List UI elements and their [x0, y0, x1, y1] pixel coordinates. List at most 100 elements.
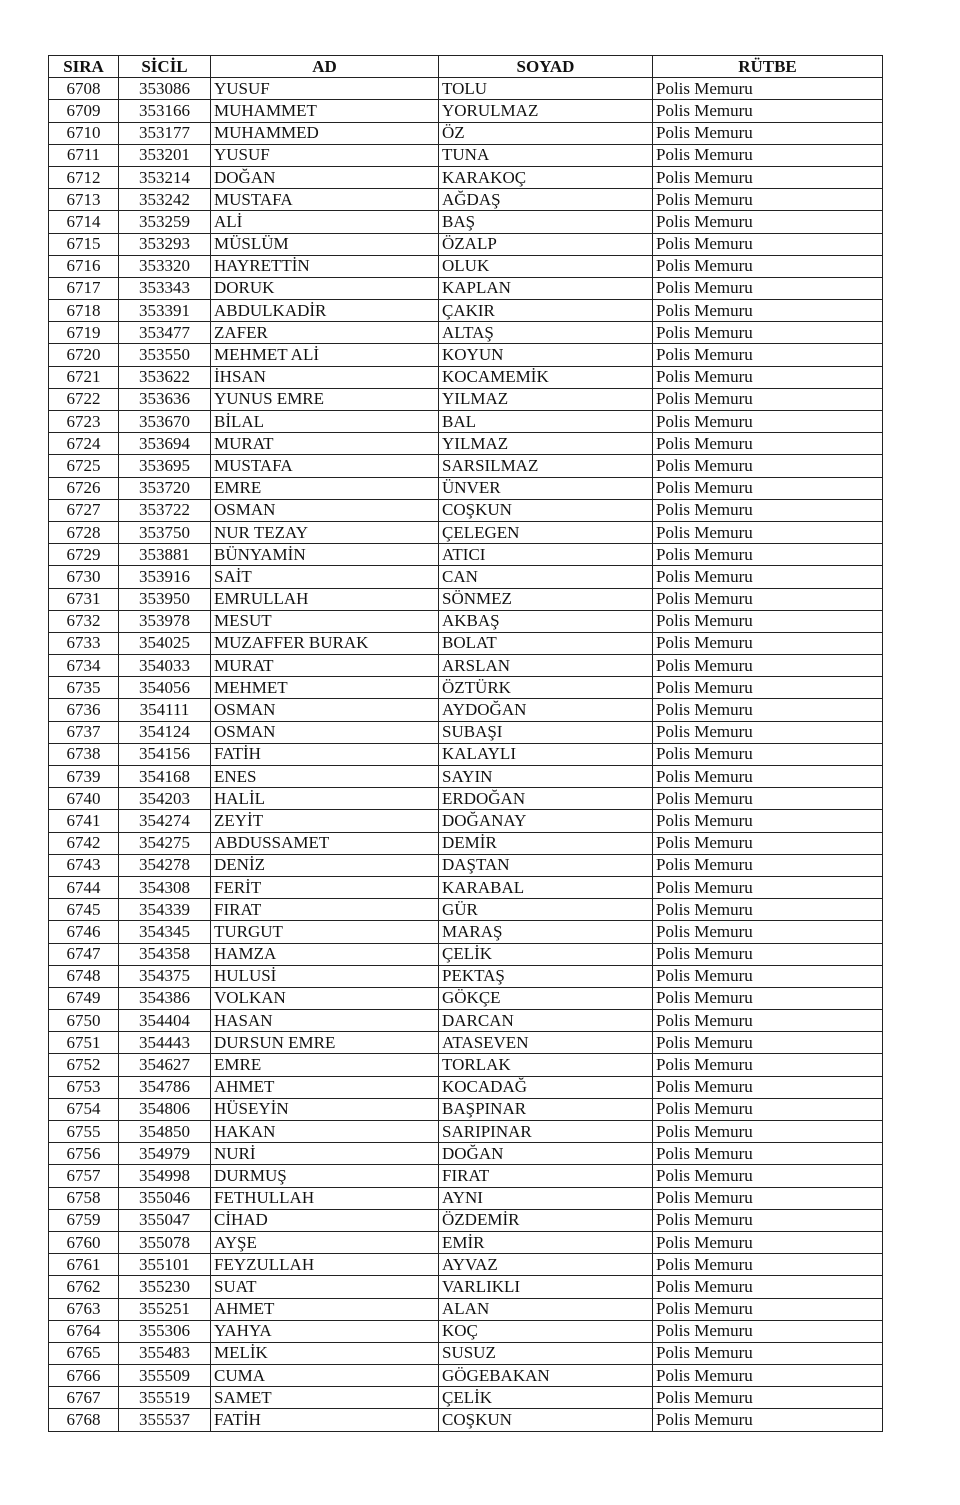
cell-rutbe: Polis Memuru: [652, 99, 883, 123]
cell-soyad: DAŞTAN: [438, 853, 653, 877]
cell-ad: HAYRETTİN: [210, 254, 439, 278]
cell-rutbe: Polis Memuru: [652, 1164, 883, 1188]
table-header-row: SIRA SİCİL AD SOYAD RÜTBE: [48, 54, 883, 79]
table-row: 6763 355251 AHMET ALAN Polis Memuru: [48, 1297, 883, 1321]
cell-rutbe: Polis Memuru: [652, 1319, 883, 1343]
cell-ad: FERİT: [210, 875, 439, 900]
cell-sira: 6755: [48, 1119, 119, 1144]
cell-sira: 6715: [48, 232, 119, 256]
header-sira: SIRA: [48, 54, 119, 79]
cell-rutbe: Polis Memuru: [652, 77, 883, 101]
cell-rutbe: Polis Memuru: [652, 1253, 883, 1277]
cell-ad: HASAN: [210, 1009, 439, 1033]
cell-soyad: ÇELEGEN: [438, 520, 653, 545]
cell-ad: ABDUSSAMET: [210, 831, 439, 855]
cell-sira: 6734: [48, 654, 119, 678]
cell-soyad: TORLAK: [438, 1053, 653, 1077]
cell-sicil: 353694: [118, 432, 211, 456]
table-row: 6749 354386 VOLKAN GÖKÇE Polis Memuru: [48, 986, 883, 1011]
cell-soyad: SUBAŞI: [438, 720, 653, 744]
table-row: 6714 353259 ALİ BAŞ Polis Memuru: [48, 210, 883, 234]
cell-sicil: 354111: [118, 698, 211, 722]
cell-rutbe: Polis Memuru: [652, 676, 883, 700]
table-row: 6724 353694 MURAT YILMAZ Polis Memuru: [48, 432, 883, 456]
cell-rutbe: Polis Memuru: [652, 299, 883, 323]
cell-sicil: 355509: [118, 1364, 211, 1388]
cell-sira: 6717: [48, 276, 119, 301]
cell-sira: 6731: [48, 587, 119, 611]
header-ad: AD: [210, 54, 439, 79]
cell-sira: 6742: [48, 831, 119, 855]
cell-sira: 6733: [48, 631, 119, 656]
cell-sicil: 353636: [118, 387, 211, 412]
cell-sira: 6732: [48, 609, 119, 633]
cell-soyad: AĞDAŞ: [438, 188, 653, 212]
cell-sicil: 355537: [118, 1408, 211, 1432]
cell-ad: DENİZ: [210, 853, 439, 877]
cell-rutbe: Polis Memuru: [652, 764, 883, 789]
table-row: 6751 354443 DURSUN EMRE ATASEVEN Polis Memur…: [48, 1031, 883, 1055]
cell-ad: YUNUS EMRE: [210, 387, 439, 412]
cell-sicil: 353259: [118, 210, 211, 234]
cell-ad: CİHAD: [210, 1208, 439, 1232]
cell-sicil: 354850: [118, 1119, 211, 1144]
table-row: 6740 354203 HALİL ERDOĞAN Polis Memuru: [48, 787, 883, 811]
cell-sira: 6745: [48, 898, 119, 922]
cell-rutbe: Polis Memuru: [652, 565, 883, 589]
cell-rutbe: Polis Memuru: [652, 165, 883, 190]
cell-rutbe: Polis Memuru: [652, 587, 883, 611]
cell-rutbe: Polis Memuru: [652, 387, 883, 412]
table-row: 6764 355306 YAHYA KOÇ Polis Memuru: [48, 1319, 883, 1343]
cell-sira: 6747: [48, 942, 119, 966]
cell-rutbe: Polis Memuru: [652, 143, 883, 167]
cell-ad: ZEYİT: [210, 809, 439, 833]
table-row: 6753 354786 AHMET KOCADAĞ Polis Memuru: [48, 1075, 883, 1099]
cell-soyad: SUSUZ: [438, 1341, 653, 1366]
table-row: 6736 354111 OSMAN AYDOĞAN Polis Memuru: [48, 698, 883, 722]
cell-ad: MÜSLÜM: [210, 232, 439, 256]
cell-sicil: 354124: [118, 720, 211, 744]
cell-ad: TURGUT: [210, 920, 439, 944]
cell-sira: 6721: [48, 365, 119, 389]
cell-sicil: 354375: [118, 964, 211, 988]
table-row: 6739 354168 ENES SAYIN Polis Memuru: [48, 764, 883, 789]
cell-soyad: OLUK: [438, 254, 653, 278]
cell-rutbe: Polis Memuru: [652, 1097, 883, 1122]
cell-sicil: 354278: [118, 853, 211, 877]
cell-soyad: ÇELİK: [438, 1386, 653, 1410]
table-row: 6710 353177 MUHAMMED ÖZ Polis Memuru: [48, 121, 883, 145]
cell-soyad: SARIPINAR: [438, 1119, 653, 1144]
cell-soyad: GÜR: [438, 898, 653, 922]
cell-sicil: 355078: [118, 1230, 211, 1255]
cell-soyad: YILMAZ: [438, 387, 653, 412]
cell-sicil: 354806: [118, 1097, 211, 1122]
cell-sicil: 354404: [118, 1009, 211, 1033]
cell-sira: 6741: [48, 809, 119, 833]
cell-sira: 6723: [48, 409, 119, 434]
cell-sicil: 353320: [118, 254, 211, 278]
cell-sira: 6748: [48, 964, 119, 988]
cell-ad: MURAT: [210, 654, 439, 678]
cell-soyad: ÖZALP: [438, 232, 653, 256]
cell-sira: 6724: [48, 432, 119, 456]
cell-sicil: 353916: [118, 565, 211, 589]
cell-sicil: 354386: [118, 986, 211, 1011]
cell-rutbe: Polis Memuru: [652, 1386, 883, 1410]
cell-rutbe: Polis Memuru: [652, 831, 883, 855]
cell-sicil: 354033: [118, 654, 211, 678]
table-row: 6712 353214 DOĞAN KARAKOÇ Polis Memuru: [48, 165, 883, 190]
cell-ad: EMRULLAH: [210, 587, 439, 611]
cell-rutbe: Polis Memuru: [652, 654, 883, 678]
cell-ad: ENES: [210, 764, 439, 789]
cell-sira: 6740: [48, 787, 119, 811]
cell-ad: OSMAN: [210, 720, 439, 744]
cell-soyad: ÇAKIR: [438, 299, 653, 323]
cell-rutbe: Polis Memuru: [652, 520, 883, 545]
cell-ad: HAMZA: [210, 942, 439, 966]
cell-ad: MEHMET ALİ: [210, 343, 439, 367]
table-body: 6708 353086 YUSUF TOLU Polis Memuru 6709 35316…: [48, 77, 883, 1432]
cell-ad: FEYZULLAH: [210, 1253, 439, 1277]
cell-rutbe: Polis Memuru: [652, 1031, 883, 1055]
cell-sicil: 355251: [118, 1297, 211, 1321]
cell-ad: ZAFER: [210, 321, 439, 345]
